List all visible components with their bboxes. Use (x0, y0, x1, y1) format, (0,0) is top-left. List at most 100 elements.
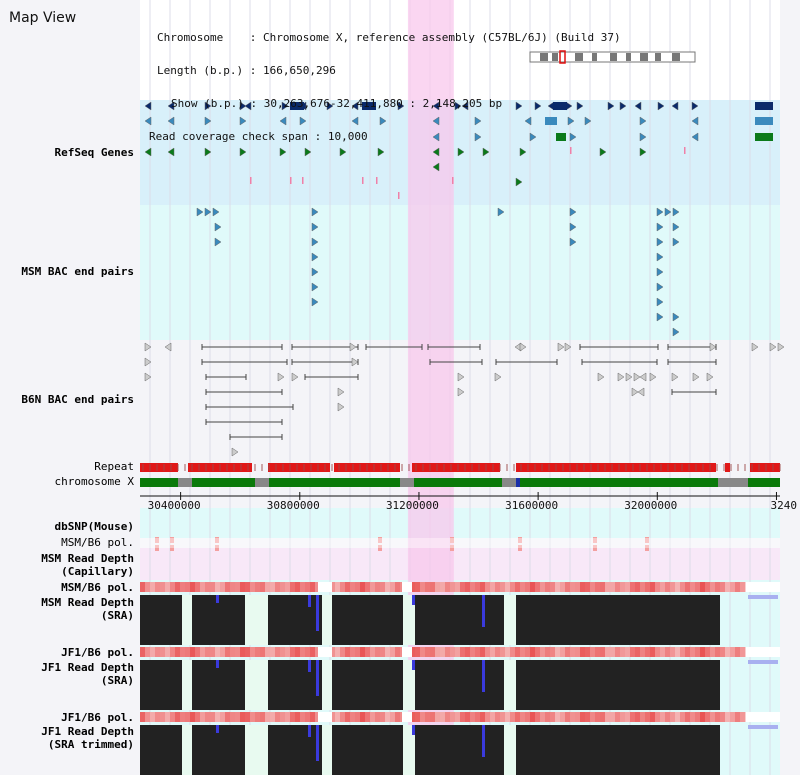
jf1-pol-strip-cell (635, 647, 640, 657)
msm-pol-strip-cell (675, 582, 680, 592)
msm-pol-strip-cell (730, 582, 735, 592)
jf1-pol-trim-strip-cell (140, 712, 145, 722)
jf1-pol-strip-cell (605, 647, 610, 657)
gene-glyph (474, 116, 482, 126)
chromosome-marker (516, 478, 520, 487)
chromosome-value: Chromosome X, reference assembly (C57BL/… (262, 31, 621, 44)
pol-mark (170, 537, 174, 543)
header-band (140, 0, 780, 100)
jf1-pol-strip-cell (585, 647, 590, 657)
msm-bac-end (656, 267, 664, 277)
msm-pol-strip-cell (350, 582, 355, 592)
msm-pol-strip-cell (230, 582, 235, 592)
jf1-pol-strip-cell (255, 647, 260, 657)
track-label-b6n-bac[interactable]: B6N BAC end pairs (21, 393, 134, 406)
chromosome-gap (400, 478, 414, 487)
jf1-pol-trim-strip-cell (215, 712, 220, 722)
msm-pol-strip-cell (725, 582, 730, 592)
msm-bac-end (214, 222, 222, 232)
msm-pol-strip-cell (710, 582, 715, 592)
msm-pol-strip-cell (610, 582, 615, 592)
gene-glyph (299, 116, 307, 126)
track-label-jf1-sra[interactable]: JF1 Read Depth (SRA) (41, 661, 134, 687)
gene-body (362, 102, 376, 110)
repeat-stripe (548, 464, 550, 471)
msm-pol-strip-cell (160, 582, 165, 592)
pol-mark (155, 537, 159, 543)
gene-glyph (397, 101, 405, 111)
msm-pol-strip-cell (315, 582, 320, 592)
msm-depth-block (415, 595, 504, 645)
jf1-pol-strip-gap (746, 647, 780, 657)
jf1-pol-trim-strip-cell (455, 712, 460, 722)
gene-glyph (432, 116, 440, 126)
repeat-stripe (688, 464, 690, 471)
jf1-pol-trim-strip-cell (660, 712, 665, 722)
msm-bac-end (311, 237, 319, 247)
msm-pol-strip-cell (475, 582, 480, 592)
jf1-pol-trim-strip-gap (402, 712, 412, 722)
jf1-pol-trim-strip-cell (570, 712, 575, 722)
length-value: 166,650,296 (262, 64, 336, 77)
msm-pol-strip-cell (415, 582, 420, 592)
jf1-pol-trim-strip-cell (285, 712, 290, 722)
gene-glyph (281, 101, 289, 111)
msm-pol-strip-cell (295, 582, 300, 592)
track-label-jf1-sra-trimmed[interactable]: JF1 Read Depth (SRA trimmed) (41, 725, 134, 751)
length-label: Length (b.p.) (157, 64, 244, 77)
track-label-refseq[interactable]: RefSeq Genes (54, 146, 134, 159)
repeat-stripe (667, 464, 669, 471)
msm-pol-strip-cell (180, 582, 185, 592)
msm-pol-strip-cell (430, 582, 435, 592)
gene-glyph (204, 147, 212, 157)
msm-pol-strip-cell (355, 582, 360, 592)
jf1-pol-strip-cell (630, 647, 635, 657)
gene-glyph (482, 147, 490, 157)
msm-bac-end (672, 207, 680, 217)
track-label-msm-capillary[interactable]: MSM Read Depth (Capillary) (41, 552, 134, 578)
msm-pol-strip-cell (695, 582, 700, 592)
msm-bac-end (656, 312, 664, 322)
jf1-pol-strip-cell (305, 647, 310, 657)
b6n-bac-end (751, 342, 759, 352)
pol-mark (593, 537, 597, 543)
msm-pol-strip-cell (505, 582, 510, 592)
repeat-stripe (205, 464, 207, 471)
jf1-pol-trim-strip-cell (730, 712, 735, 722)
b6n-bac-end (557, 342, 565, 352)
gene-body (755, 102, 773, 110)
msm-bac-end (196, 207, 204, 217)
gene-glyph (239, 116, 247, 126)
msm-pol-strip-cell (735, 582, 740, 592)
repeat-stripe (219, 464, 221, 471)
msm-pol-strip-cell (555, 582, 560, 592)
jf1-pol-strip-cell (520, 647, 525, 657)
jf1-pol-strip-cell (455, 647, 460, 657)
pol-mark (450, 537, 454, 543)
track-label-msm-pol-2: MSM/B6 pol. (61, 581, 134, 594)
repeat-stripe (261, 464, 263, 471)
jf1-pol-strip-cell (240, 647, 245, 657)
track-label-msm-bac[interactable]: MSM BAC end pairs (21, 265, 134, 278)
jf1-pol-strip-cell (490, 647, 495, 657)
track-label-dbsnp[interactable]: dbSNP(Mouse) (54, 520, 134, 533)
track-label-jf1-pol-2: JF1/B6 pol. (61, 711, 134, 724)
jf1-trim-depth-block (415, 725, 504, 775)
msm-pol-strip-cell (615, 582, 620, 592)
repeat-stripe (464, 464, 466, 471)
pol-mark (378, 545, 382, 551)
msm-pol-bar (140, 538, 780, 548)
msm-bac-end (656, 282, 664, 292)
ideogram-band (626, 53, 631, 61)
coverage-bar (308, 725, 311, 737)
msm-bac-end (672, 237, 680, 247)
msm-pol-strip-cell (485, 582, 490, 592)
track-label-msm-sra[interactable]: MSM Read Depth (SRA) (41, 596, 134, 622)
jf1-pol-trim-strip-cell (485, 712, 490, 722)
jf1-depth-block (415, 660, 504, 710)
gene-glyph (432, 162, 440, 172)
repeat-stripe (198, 464, 200, 471)
pol-mark (155, 545, 159, 551)
gene-glyph (569, 132, 577, 142)
